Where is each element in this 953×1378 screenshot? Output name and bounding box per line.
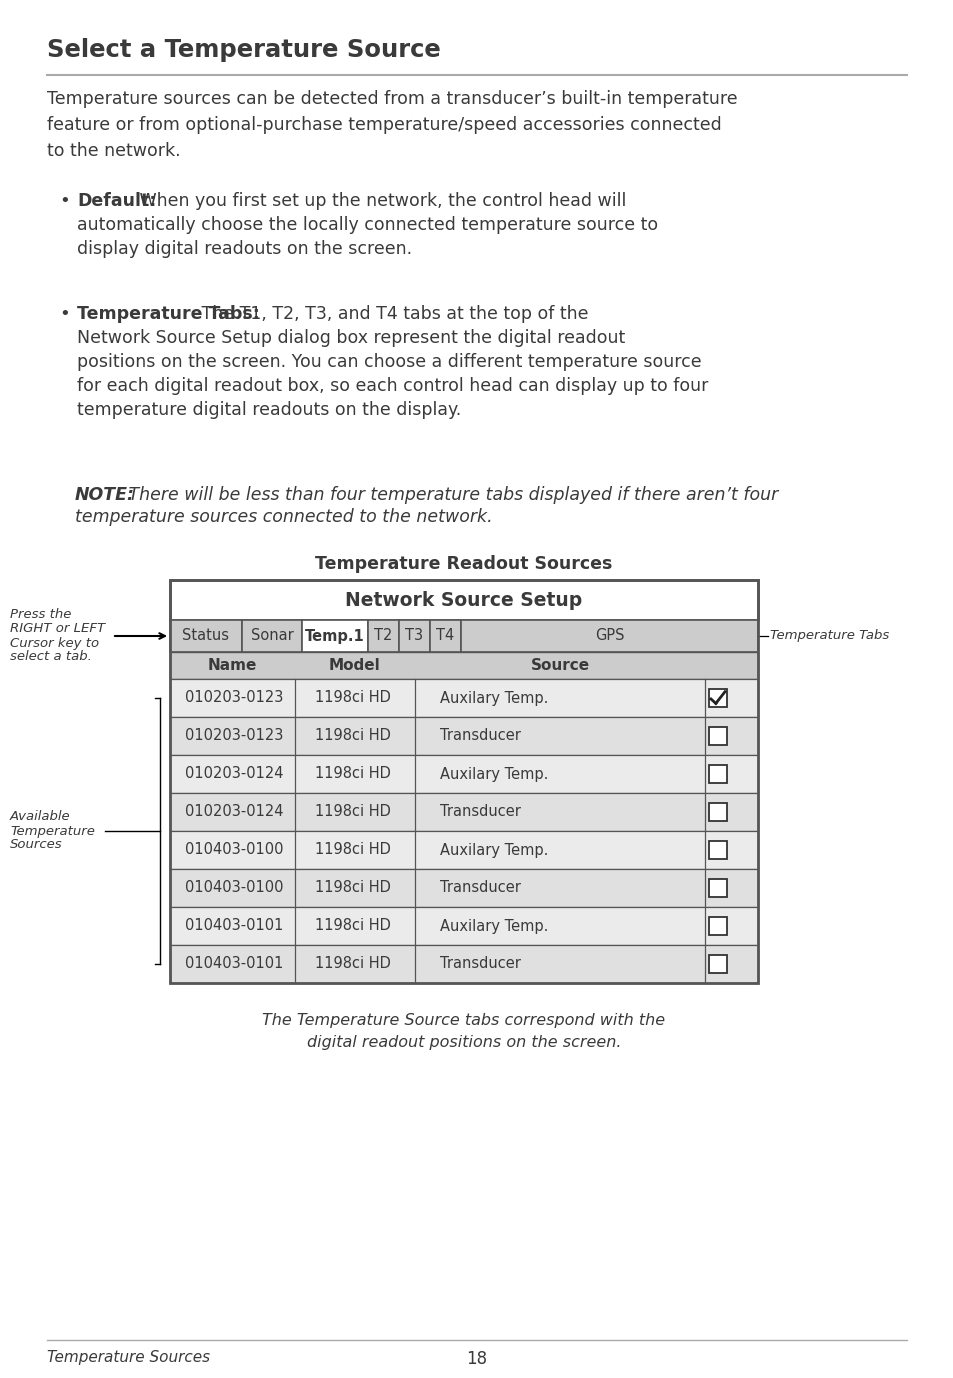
Text: 18: 18 (466, 1350, 487, 1368)
Text: Temperature Tabs:: Temperature Tabs: (77, 305, 259, 322)
Text: display digital readouts on the screen.: display digital readouts on the screen. (77, 240, 412, 258)
Text: Auxilary Temp.: Auxilary Temp. (439, 690, 548, 706)
Text: There will be less than four temperature tabs displayed if there aren’t four: There will be less than four temperature… (123, 486, 778, 504)
Text: 010403-0100: 010403-0100 (185, 881, 283, 896)
Text: NOTE:: NOTE: (75, 486, 135, 504)
Text: Sonar: Sonar (251, 628, 294, 644)
Text: 1198ci HD: 1198ci HD (314, 919, 391, 933)
Text: 1198ci HD: 1198ci HD (314, 805, 391, 820)
Bar (170, 945, 758, 983)
Text: Network Source Setup: Network Source Setup (345, 591, 582, 609)
Bar (708, 879, 726, 897)
Text: 010203-0123: 010203-0123 (185, 690, 283, 706)
Text: 010403-0101: 010403-0101 (185, 919, 283, 933)
Bar (170, 580, 758, 983)
Text: Name: Name (208, 659, 257, 672)
Text: 1198ci HD: 1198ci HD (314, 956, 391, 971)
Bar (170, 679, 758, 717)
Text: feature or from optional-purchase temperature/speed accessories connected: feature or from optional-purchase temper… (47, 116, 721, 134)
Text: Cursor key to: Cursor key to (10, 637, 99, 649)
Text: The T1, T2, T3, and T4 tabs at the top of the: The T1, T2, T3, and T4 tabs at the top o… (195, 305, 588, 322)
Text: T2: T2 (374, 628, 393, 644)
Bar (170, 620, 242, 652)
Bar (170, 831, 758, 870)
Text: 010403-0100: 010403-0100 (185, 842, 283, 857)
Bar (430, 620, 460, 652)
Text: Transducer: Transducer (439, 805, 520, 820)
Text: 010203-0124: 010203-0124 (185, 805, 283, 820)
Bar (170, 792, 758, 831)
Bar (170, 580, 758, 620)
Text: Transducer: Transducer (439, 881, 520, 896)
Text: Model: Model (329, 659, 380, 672)
Bar (170, 652, 758, 679)
Text: Temperature Tabs: Temperature Tabs (769, 630, 888, 642)
Text: Default:: Default: (77, 192, 156, 209)
Text: T3: T3 (405, 628, 423, 644)
Bar (398, 620, 430, 652)
Bar (242, 620, 302, 652)
Text: GPS: GPS (594, 628, 623, 644)
Bar (170, 717, 758, 755)
Text: •: • (59, 305, 70, 322)
Text: Transducer: Transducer (439, 729, 520, 744)
Text: Network Source Setup dialog box represent the digital readout: Network Source Setup dialog box represen… (77, 329, 624, 347)
Bar (170, 870, 758, 907)
Text: Press the: Press the (10, 609, 71, 621)
Text: The Temperature Source tabs correspond with the: The Temperature Source tabs correspond w… (262, 1013, 665, 1028)
Text: 010403-0101: 010403-0101 (185, 956, 283, 971)
Text: 1198ci HD: 1198ci HD (314, 842, 391, 857)
Text: Status: Status (182, 628, 230, 644)
Text: Auxilary Temp.: Auxilary Temp. (439, 766, 548, 781)
Bar (708, 955, 726, 973)
Text: T4: T4 (436, 628, 455, 644)
Text: digital readout positions on the screen.: digital readout positions on the screen. (307, 1035, 620, 1050)
Text: 010203-0124: 010203-0124 (185, 766, 283, 781)
Text: 1198ci HD: 1198ci HD (314, 881, 391, 896)
Bar (302, 620, 368, 652)
Text: temperature sources connected to the network.: temperature sources connected to the net… (75, 508, 492, 526)
Bar (708, 916, 726, 936)
Text: Auxilary Temp.: Auxilary Temp. (439, 842, 548, 857)
Text: Source: Source (530, 659, 589, 672)
Bar (708, 765, 726, 783)
Text: 1198ci HD: 1198ci HD (314, 690, 391, 706)
Bar (460, 620, 758, 652)
Text: Select a Temperature Source: Select a Temperature Source (47, 39, 440, 62)
Bar (708, 689, 726, 707)
Text: Transducer: Transducer (439, 956, 520, 971)
Bar (170, 755, 758, 792)
Text: temperature digital readouts on the display.: temperature digital readouts on the disp… (77, 401, 460, 419)
Text: Temp.1: Temp.1 (305, 628, 364, 644)
Text: 1198ci HD: 1198ci HD (314, 729, 391, 744)
Text: •: • (59, 192, 70, 209)
Bar (368, 620, 398, 652)
Text: Available: Available (10, 810, 71, 824)
Bar (170, 907, 758, 945)
Bar (708, 803, 726, 821)
Text: Sources: Sources (10, 838, 63, 852)
Text: Temperature Readout Sources: Temperature Readout Sources (315, 555, 612, 573)
Text: Temperature Sources: Temperature Sources (47, 1350, 210, 1366)
Text: to the network.: to the network. (47, 142, 180, 160)
Text: 010203-0123: 010203-0123 (185, 729, 283, 744)
Text: select a tab.: select a tab. (10, 650, 91, 663)
Text: automatically choose the locally connected temperature source to: automatically choose the locally connect… (77, 216, 658, 234)
Text: positions on the screen. You can choose a different temperature source: positions on the screen. You can choose … (77, 353, 700, 371)
Text: Temperature sources can be detected from a transducer’s built-in temperature: Temperature sources can be detected from… (47, 90, 737, 107)
Text: 1198ci HD: 1198ci HD (314, 766, 391, 781)
Bar (708, 841, 726, 858)
Text: Temperature: Temperature (10, 824, 94, 838)
Text: RIGHT or LEFT: RIGHT or LEFT (10, 623, 105, 635)
Text: Auxilary Temp.: Auxilary Temp. (439, 919, 548, 933)
Text: When you first set up the network, the control head will: When you first set up the network, the c… (133, 192, 626, 209)
Text: for each digital readout box, so each control head can display up to four: for each digital readout box, so each co… (77, 378, 708, 395)
Bar (708, 728, 726, 745)
